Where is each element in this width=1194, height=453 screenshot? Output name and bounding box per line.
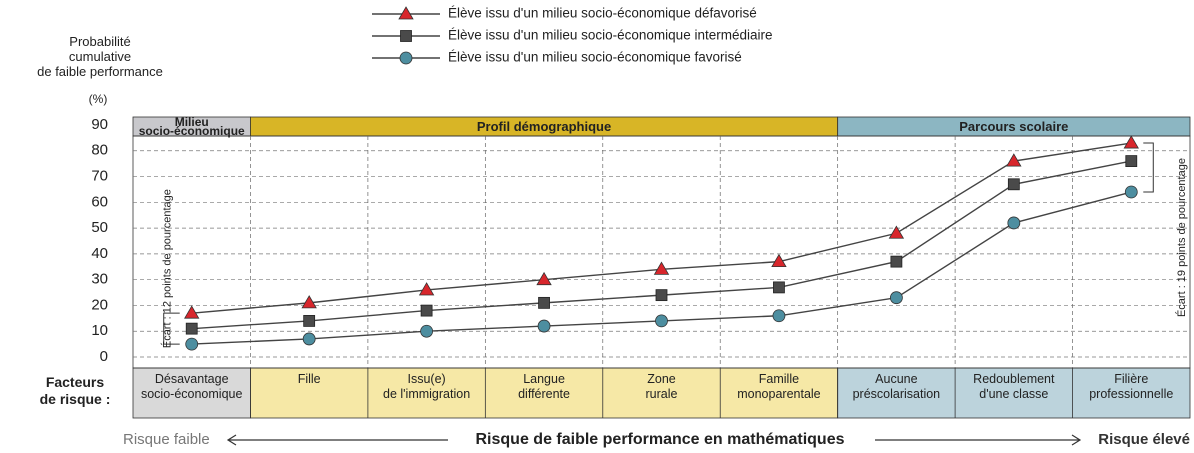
point: [301, 295, 317, 309]
point: [772, 309, 786, 323]
x-tick-label: Issu(e) de l'immigration: [383, 372, 471, 401]
y-tick-label: 80: [91, 142, 108, 159]
point: [1125, 155, 1138, 167]
y-tick-label: 0: [100, 348, 108, 365]
annotation: Écart : 19 points de pourcentage: [1175, 158, 1188, 317]
point: [303, 315, 316, 327]
point: [1006, 153, 1022, 167]
y-unit: (%): [88, 92, 108, 106]
y-tick-label: 60: [91, 193, 108, 210]
point: [420, 304, 433, 317]
bracket: [163, 312, 180, 345]
point: [538, 296, 550, 309]
x-tick-label: Langue différente: [518, 372, 570, 401]
group-label: Parcours scolaire: [959, 119, 1069, 134]
legend-label: Élève issu d'un milieu socio-économique …: [448, 50, 742, 65]
x-tick-label: Désavantage socio-économique: [140, 372, 243, 401]
group-label: Profil démographique: [476, 119, 612, 134]
y-tick-label: 50: [91, 219, 108, 236]
x-tick-label: Famille monoparentale: [737, 372, 821, 401]
point: [889, 291, 903, 305]
y-axis-label: Probabilité cumulative de faible perform…: [37, 34, 163, 79]
point: [655, 314, 668, 328]
x-tick-label: Zone rurale: [645, 372, 678, 401]
plot-area: [132, 135, 1191, 369]
x-tick-label: Aucune préscolarisation: [852, 372, 941, 401]
point: [1007, 178, 1020, 191]
point: [399, 51, 413, 65]
x-tick-label: Redoublement d'une classe: [973, 372, 1055, 401]
point: [653, 261, 670, 275]
footer-right: Risque élevé: [1098, 431, 1190, 448]
point: [185, 337, 199, 351]
x-tick-label: Fille: [297, 372, 321, 386]
point: [400, 30, 412, 42]
point: [398, 6, 414, 20]
point: [302, 332, 316, 346]
point: [420, 324, 434, 338]
legend-label: Élève issu d'un milieu socio-économique …: [448, 6, 757, 21]
point: [1123, 135, 1139, 149]
legend-label: Élève issu d'un milieu socio-économique …: [448, 28, 773, 43]
series-line: [191, 160, 1132, 330]
y-tick-label: 70: [91, 168, 108, 185]
arrow-left: [226, 434, 448, 446]
annotation: Écart : 12 points de pourcentage: [161, 189, 174, 348]
point: [888, 225, 905, 239]
point: [771, 253, 787, 268]
point: [185, 322, 198, 335]
point: [536, 271, 552, 286]
point: [890, 255, 903, 268]
point: [773, 281, 785, 294]
y-tick-label: 20: [91, 296, 108, 313]
point: [1007, 216, 1021, 230]
y-tick-label: 90: [91, 116, 108, 133]
point: [655, 289, 668, 302]
point: [1124, 185, 1138, 199]
point: [418, 282, 435, 296]
point: [537, 319, 551, 333]
bracket: [1143, 142, 1154, 193]
point: [184, 305, 200, 319]
row-label: Facteurs de risque :: [39, 374, 111, 407]
footer-left: Risque faible: [123, 431, 210, 448]
arrow-right: [875, 434, 1082, 446]
y-tick-label: 30: [91, 271, 108, 288]
footer-center: Risque de faible performance en mathémat…: [476, 431, 845, 448]
x-tick-label: Filière professionnelle: [1089, 372, 1174, 401]
group-label: Milieu socio-économique: [138, 115, 245, 138]
row-background: [837, 367, 1191, 419]
y-tick-label: 10: [91, 322, 108, 339]
y-tick-label: 40: [91, 245, 108, 262]
row-background: [132, 367, 251, 419]
